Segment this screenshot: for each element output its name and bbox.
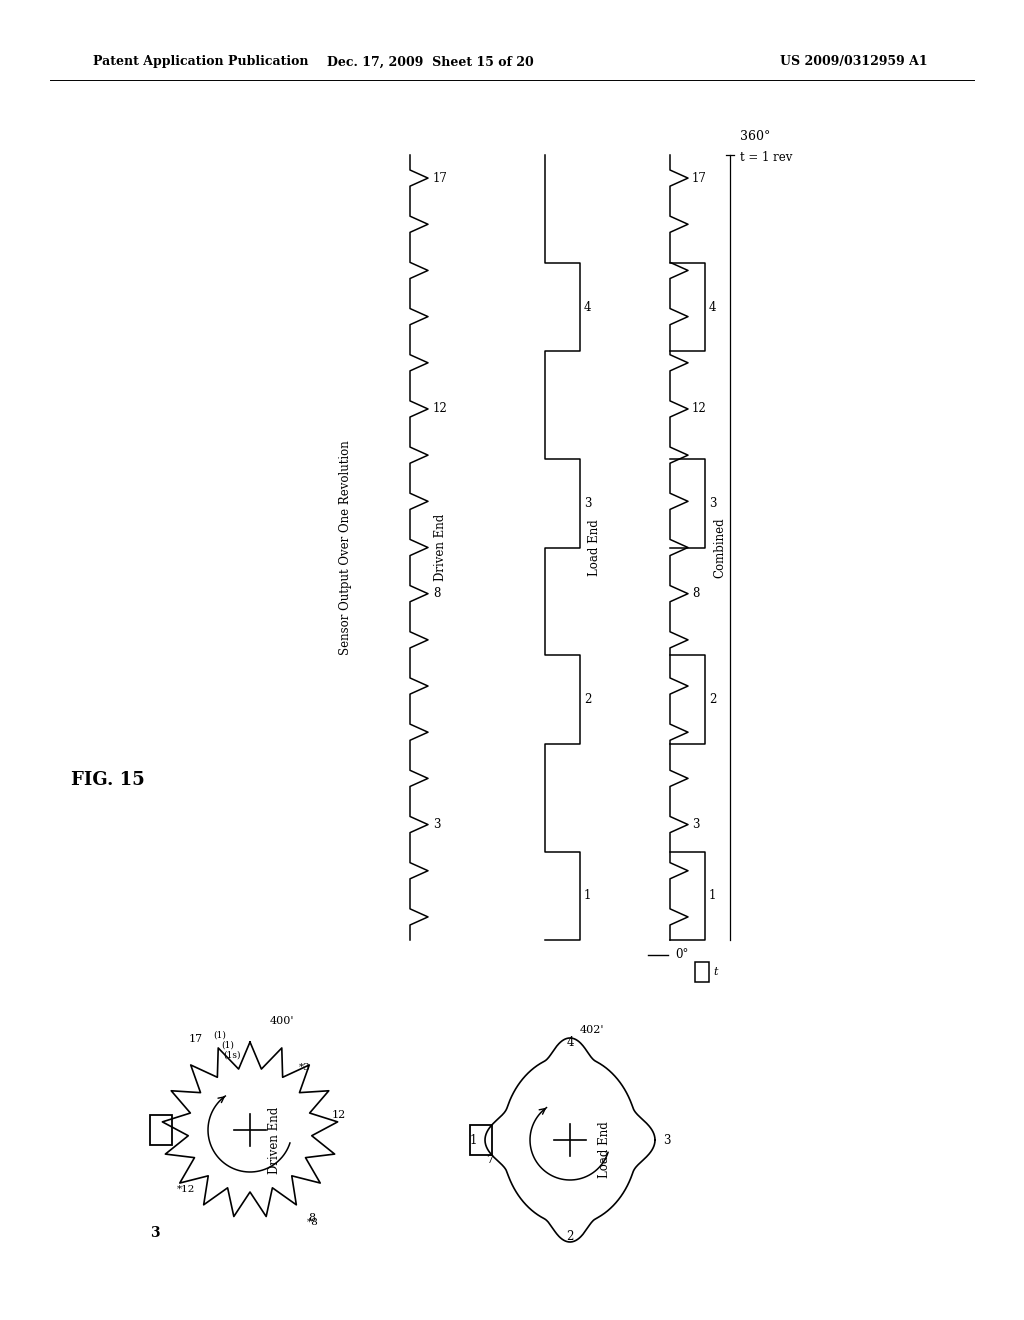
- Text: 8: 8: [433, 587, 440, 601]
- Text: 8: 8: [692, 587, 699, 601]
- Text: Sensor Output Over One Revolution: Sensor Output Over One Revolution: [339, 440, 351, 655]
- Text: 12: 12: [692, 403, 707, 416]
- Text: 2: 2: [709, 693, 717, 706]
- Text: 17: 17: [188, 1034, 203, 1044]
- Text: 3: 3: [709, 496, 717, 510]
- Text: 4: 4: [566, 1036, 573, 1049]
- Text: 1: 1: [709, 890, 717, 903]
- Text: 402': 402': [580, 1026, 604, 1035]
- Text: 12: 12: [332, 1110, 346, 1119]
- Text: Combined: Combined: [714, 517, 726, 578]
- Text: 360°: 360°: [740, 131, 770, 144]
- Text: 17: 17: [692, 172, 707, 185]
- Text: Load End: Load End: [589, 519, 601, 576]
- Text: 17: 17: [433, 172, 447, 185]
- Text: 4: 4: [709, 301, 717, 314]
- Text: 3: 3: [692, 818, 699, 832]
- Bar: [150, 1115, 172, 1144]
- Bar: [470, 1125, 492, 1155]
- Text: 8: 8: [308, 1213, 315, 1224]
- Text: 3: 3: [664, 1134, 671, 1147]
- Text: *3: *3: [299, 1063, 311, 1072]
- Text: t: t: [713, 968, 718, 977]
- Text: 2: 2: [566, 1230, 573, 1243]
- Text: 3: 3: [151, 1226, 160, 1239]
- Text: FIG. 15: FIG. 15: [71, 771, 144, 789]
- Text: 0°: 0°: [675, 949, 688, 961]
- Text: 3: 3: [433, 818, 440, 832]
- Text: Load End: Load End: [598, 1122, 611, 1179]
- Text: *12: *12: [177, 1184, 196, 1193]
- Bar: [695, 962, 709, 982]
- Text: 7: 7: [486, 1155, 494, 1166]
- Text: Driven End: Driven End: [433, 513, 446, 581]
- Text: Patent Application Publication: Patent Application Publication: [93, 55, 308, 69]
- Text: Dec. 17, 2009  Sheet 15 of 20: Dec. 17, 2009 Sheet 15 of 20: [327, 55, 534, 69]
- Text: Driven End: Driven End: [268, 1106, 282, 1173]
- Text: (1s): (1s): [223, 1051, 241, 1060]
- Text: 12: 12: [433, 403, 447, 416]
- Text: *8: *8: [306, 1218, 318, 1228]
- Text: 2: 2: [584, 693, 592, 706]
- Text: 1: 1: [584, 890, 592, 903]
- Text: (1): (1): [214, 1031, 226, 1040]
- Text: 1: 1: [469, 1134, 477, 1147]
- Text: 400': 400': [270, 1016, 295, 1026]
- Text: 3: 3: [584, 496, 592, 510]
- Text: US 2009/0312959 A1: US 2009/0312959 A1: [780, 55, 928, 69]
- Text: 4: 4: [584, 301, 592, 314]
- Text: (1): (1): [221, 1040, 234, 1049]
- Text: t = 1 rev: t = 1 rev: [740, 150, 793, 164]
